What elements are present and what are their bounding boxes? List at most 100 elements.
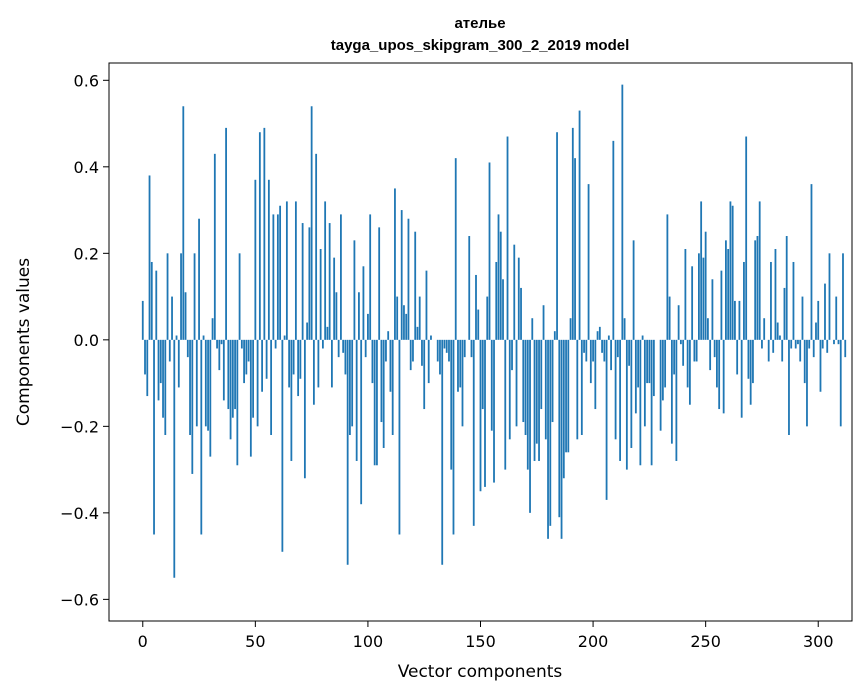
bar [544, 339, 547, 440]
bar [321, 339, 324, 349]
bar [477, 309, 480, 340]
bar [670, 339, 673, 444]
bar [682, 339, 685, 366]
bar [756, 236, 759, 340]
bar [360, 339, 363, 505]
bar [358, 292, 360, 340]
bar [391, 339, 394, 435]
bar [612, 140, 615, 340]
bar [263, 127, 266, 340]
y-tick-label: −0.6 [60, 590, 99, 609]
bar [819, 339, 822, 392]
bar [297, 339, 300, 397]
bar [576, 339, 579, 440]
bar [249, 339, 252, 457]
bar [216, 339, 218, 349]
bar [448, 339, 450, 362]
bar [427, 339, 430, 384]
bar [425, 270, 428, 340]
bar [817, 300, 820, 340]
bar [614, 339, 617, 440]
bar [310, 106, 313, 340]
bar [553, 331, 556, 340]
bar [560, 339, 563, 539]
bar [150, 261, 153, 340]
bar [810, 184, 813, 340]
bar [254, 179, 257, 340]
bar [344, 339, 347, 375]
bar [243, 339, 245, 384]
bar [396, 296, 399, 340]
bar [743, 261, 745, 340]
bar [792, 261, 795, 340]
bar [531, 318, 534, 340]
bar [659, 339, 662, 431]
bar [355, 339, 358, 461]
bar [691, 266, 694, 340]
bar [405, 313, 408, 340]
bar [790, 339, 793, 349]
bar [475, 274, 477, 340]
bar [443, 339, 446, 349]
bar [747, 339, 750, 379]
chart-title: ателье [454, 15, 505, 32]
bar [285, 201, 288, 340]
bar [252, 339, 254, 418]
bar [213, 153, 216, 340]
bar [589, 339, 592, 384]
bar [623, 318, 626, 340]
bar [236, 339, 239, 466]
bar [430, 335, 432, 340]
bar [517, 257, 520, 340]
bar [729, 201, 732, 340]
bar [828, 253, 831, 340]
bar [445, 339, 448, 353]
bar [716, 339, 718, 388]
bar [598, 326, 601, 340]
bar [209, 339, 212, 457]
bar [389, 339, 392, 392]
bar [758, 201, 761, 340]
bar [826, 339, 829, 353]
bar [565, 339, 567, 453]
bar [211, 318, 214, 340]
bar [594, 339, 597, 410]
bar [225, 127, 227, 340]
bar [376, 339, 378, 466]
bar [409, 339, 412, 371]
bar [815, 322, 817, 340]
bar [774, 249, 777, 340]
y-tick-label: −0.2 [60, 417, 99, 436]
bar [276, 214, 279, 340]
bar [558, 339, 561, 518]
bar [628, 339, 630, 366]
bar [619, 339, 621, 461]
bar [727, 249, 730, 340]
bar [740, 339, 743, 418]
bar [468, 236, 471, 340]
bar [788, 339, 790, 435]
bar [725, 240, 727, 340]
bar [745, 136, 748, 340]
x-tick-label: 300 [803, 632, 834, 651]
bar [380, 339, 383, 423]
bar [414, 231, 417, 340]
bar [738, 300, 741, 340]
bar [333, 257, 336, 340]
bar [218, 339, 221, 371]
bar [146, 339, 149, 397]
bar [538, 339, 540, 461]
bar [812, 339, 815, 358]
bar [484, 339, 486, 487]
bar [837, 339, 840, 345]
bar [229, 339, 232, 440]
bar [175, 335, 178, 340]
x-tick-label: 150 [465, 632, 496, 651]
bar [168, 339, 171, 362]
bar [569, 318, 572, 340]
bar [349, 339, 351, 435]
y-tick-label: 0.2 [74, 244, 99, 263]
bar [189, 339, 191, 435]
bar [695, 339, 698, 362]
bar [279, 205, 282, 340]
